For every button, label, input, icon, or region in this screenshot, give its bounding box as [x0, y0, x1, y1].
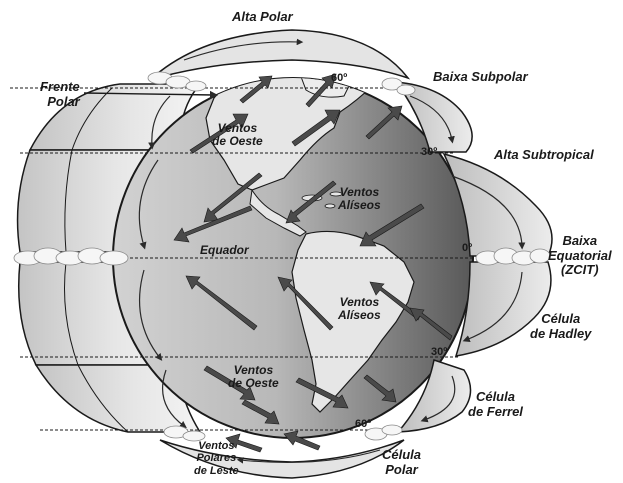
- arrow-polar-north2: [239, 75, 273, 104]
- label-lat-30-n: 30º: [421, 146, 438, 158]
- arrow-trade-n3: [285, 180, 337, 224]
- label-ventos-aliseos-sul-line1: Ventos: [339, 295, 380, 309]
- globe: [10, 73, 475, 453]
- frente-polar-pointer: [83, 90, 219, 100]
- label-ventos-oeste-norte-line1: Ventos: [217, 121, 258, 135]
- label-ventos-polares-leste: Ventos Polares de Leste: [194, 440, 239, 477]
- cloud-puffs: [13, 71, 551, 442]
- label-baixa-subpolar: Baixa Subpolar: [433, 69, 528, 84]
- label-celula-ferrel-line2: de Ferrel: [468, 403, 523, 419]
- cloud-equator-right: [475, 247, 551, 266]
- label-ventos-aliseos-sul: Ventos Alíseos: [338, 295, 381, 323]
- arrow-westerly-n1: [189, 113, 249, 154]
- arrow-trade-n2: [173, 205, 253, 243]
- label-ventos-oeste-sul-line2: de Oeste: [228, 376, 279, 391]
- label-ventos-polares-leste-line1: Ventos: [198, 440, 235, 452]
- cloud-polar-front-north: [147, 71, 416, 96]
- arrow-westerly-s2: [295, 377, 349, 409]
- label-celula-polar-line1: Célula: [382, 447, 422, 462]
- arrow-westerly-n2: [291, 109, 341, 147]
- label-celula-hadley: Célula de Hadley: [530, 311, 592, 341]
- arrow-westerly-s4: [241, 399, 280, 425]
- arrow-trade-s4: [409, 307, 453, 341]
- right-cell-hadley-south: [454, 261, 552, 357]
- label-frente-polar: Frente Polar: [40, 79, 80, 109]
- right-circulation-cells: [394, 81, 553, 433]
- label-ventos-aliseos-norte: Ventos Alíseos: [338, 185, 381, 213]
- north-america-landmass: [205, 78, 374, 191]
- label-ventos-aliseos-sul-line2: Alíseos: [338, 308, 381, 323]
- south-polar-cap-cell: [159, 439, 405, 479]
- label-ventos-oeste-sul-line1: Ventos: [233, 363, 274, 377]
- label-baixa-equatorial-line2: Equatorial: [548, 247, 612, 263]
- arrow-trade-s1: [185, 275, 258, 331]
- label-ventos-polares-leste-line3: de Leste: [194, 464, 239, 477]
- label-celula-polar: Célula Polar: [382, 447, 422, 477]
- south-america-landmass: [291, 230, 415, 413]
- label-ventos-oeste-norte: Ventos de Oeste: [212, 121, 263, 149]
- label-lat-30-s: 30º: [431, 346, 448, 358]
- cloud-equator-left: [13, 247, 129, 266]
- arrow-trade-n1: [203, 172, 263, 223]
- arrow-westerly-n3: [365, 105, 403, 140]
- arrow-trade-n4: [359, 203, 425, 247]
- label-ventos-polares-leste-line2: Polares: [196, 452, 237, 465]
- label-equador: Equador: [200, 243, 249, 257]
- arrow-polar-south1: [225, 433, 263, 453]
- label-ventos-aliseos-norte-line1: Ventos: [339, 185, 380, 199]
- label-baixa-equatorial-line1: Baixa: [562, 233, 598, 248]
- north-polar-cap-cell: [149, 29, 411, 81]
- label-ventos-oeste-sul: Ventos de Oeste: [228, 363, 279, 391]
- label-celula-polar-line2: Polar: [385, 461, 418, 477]
- left-cell-loops: [138, 95, 187, 429]
- label-baixa-equatorial: Baixa Equatorial (ZCIT): [548, 233, 612, 278]
- label-frente-polar-line2: Polar: [47, 93, 80, 109]
- arrow-polar-north: [305, 73, 337, 108]
- label-celula-hadley-line2: de Hadley: [530, 325, 592, 341]
- label-lat-60-s: 60º: [355, 418, 372, 430]
- label-baixa-equatorial-line3: (ZCIT): [561, 262, 599, 278]
- label-alta-subtropical: Alta Subtropical: [494, 147, 594, 162]
- right-cell-ferrel-north: [442, 152, 553, 257]
- label-ventos-aliseos-norte-line2: Alíseos: [338, 198, 381, 213]
- label-lat-0: 0º: [462, 242, 473, 254]
- arrow-westerly-s1: [203, 365, 256, 401]
- label-ventos-oeste-norte-line2: de Oeste: [212, 134, 263, 149]
- arrow-westerly-s3: [363, 374, 397, 403]
- label-celula-hadley-line1: Célula: [541, 311, 581, 326]
- central-america-landmass: [249, 188, 307, 237]
- cloud-polar-front-south: [163, 424, 403, 442]
- label-frente-polar-line1: Frente: [40, 79, 80, 94]
- arrow-polar-south2: [283, 430, 321, 451]
- arrow-trade-s2: [277, 276, 334, 331]
- wind-arrows: [173, 73, 453, 453]
- right-cell-polar-north: [394, 81, 473, 153]
- label-lat-60-n: 60º: [331, 72, 348, 84]
- label-alta-polar: Alta Polar: [232, 9, 293, 24]
- label-celula-ferrel-line1: Célula: [475, 389, 515, 404]
- label-celula-ferrel: Célula de Ferrel: [468, 389, 523, 419]
